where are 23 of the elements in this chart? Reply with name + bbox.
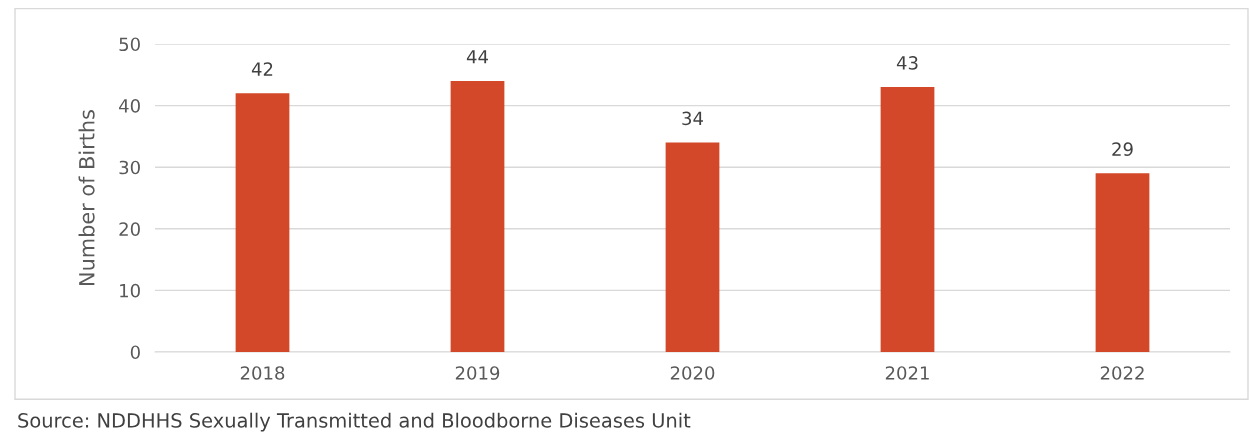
bar: [665, 142, 720, 352]
data-label: 29: [1112, 142, 1133, 156]
y-tick-label: 50: [119, 37, 140, 52]
y-tick-label: 30: [119, 160, 140, 175]
bar: [450, 80, 505, 352]
y-tick-label: 20: [119, 222, 140, 236]
data-label: 43: [896, 56, 918, 70]
data-label: 42: [251, 62, 273, 76]
y-tick-label: 10: [120, 283, 140, 298]
data-label: 34: [682, 111, 703, 126]
data-label: 44: [466, 50, 488, 64]
y-tick-label: 40: [119, 99, 140, 113]
x-tick-label: 2022: [1100, 366, 1144, 380]
y-tick-label: 0: [130, 345, 140, 360]
bar: [880, 87, 935, 352]
bar: [1095, 173, 1150, 352]
x-tick-label: 2021: [885, 366, 929, 380]
source-note: Source: NDDHHS Sexually Transmitted and Bloodborne Diseases Unit: [18, 412, 691, 432]
x-tick-label: 2020: [670, 366, 715, 380]
y-axis-title: Number of Births: [78, 110, 95, 285]
x-tick-label: 2018: [240, 366, 285, 380]
x-tick-label: 2019: [455, 366, 500, 380]
bar: [235, 93, 290, 352]
